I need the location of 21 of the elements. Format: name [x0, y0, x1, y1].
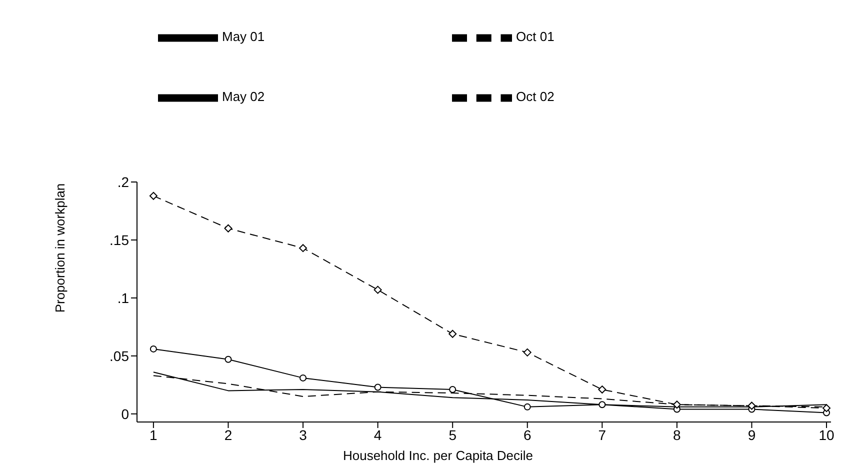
x-tick-label: 7 [598, 426, 606, 443]
x-tick-label: 8 [673, 426, 682, 443]
x-tick-label: 1 [150, 426, 158, 443]
x-tick-label: 4 [374, 426, 382, 443]
legend-label: Oct 02 [516, 89, 556, 104]
y-axis-title: Proportion in workplan [52, 183, 68, 313]
legend-label: May 01 [222, 29, 266, 44]
y-tick-label: .2 [117, 174, 130, 190]
legend-label: May 02 [222, 89, 266, 104]
x-tick-label: 5 [448, 426, 457, 443]
y-tick-label: .15 [110, 232, 130, 248]
x-tick-label: 2 [224, 426, 232, 443]
x-tick-label: 10 [818, 426, 835, 443]
x-tick-label: 3 [299, 426, 308, 443]
x-axis-title: Household Inc. per Capita Decile [342, 448, 534, 463]
y-tick-label: .1 [117, 290, 130, 306]
x-tick-label: 6 [523, 426, 532, 443]
x-tick-label: 9 [748, 426, 756, 443]
y-tick-label: .05 [110, 348, 130, 364]
y-tick-label: 0 [121, 406, 130, 422]
legend-label: Oct 01 [516, 29, 556, 44]
